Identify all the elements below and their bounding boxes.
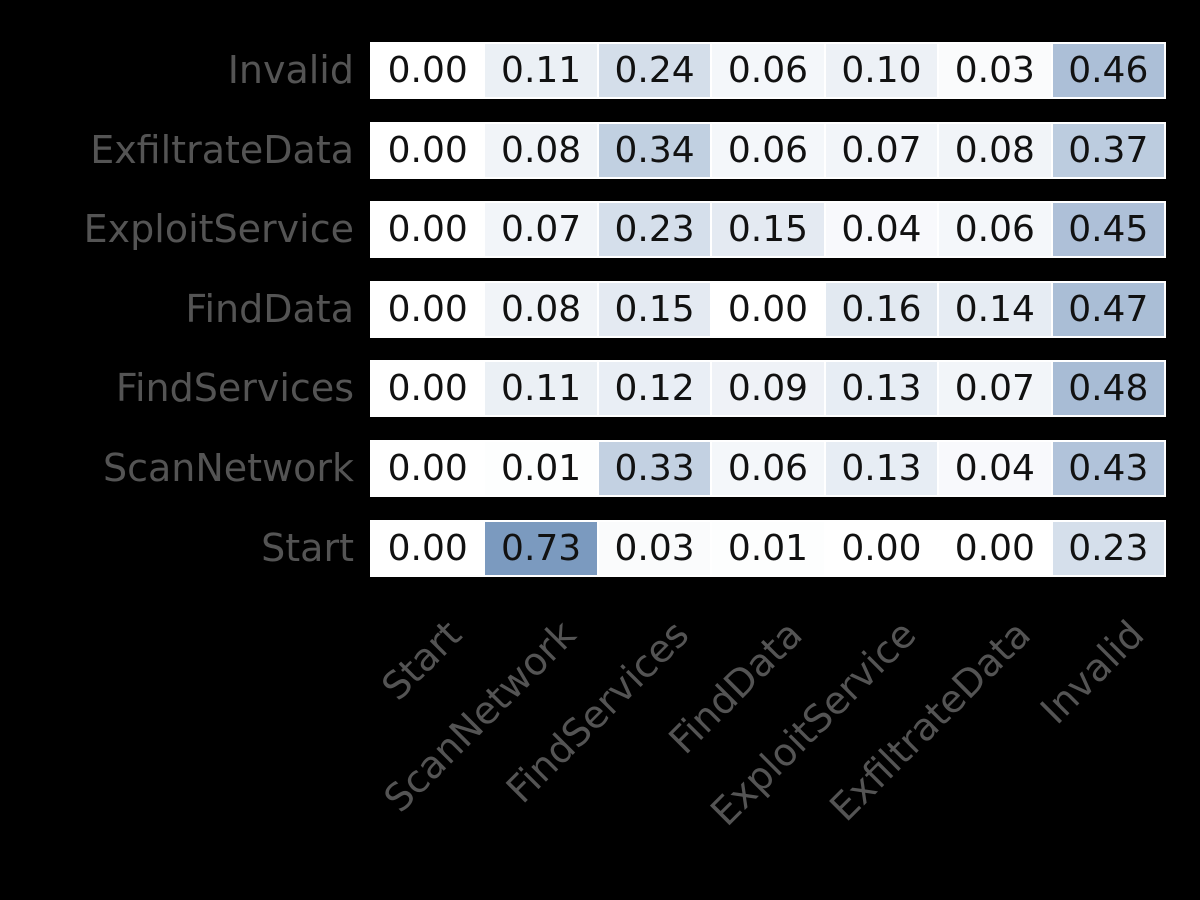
row-label: Invalid: [227, 48, 354, 92]
heatmap-cell: 0.09: [712, 362, 824, 415]
column-label: ExploitService: [702, 612, 925, 835]
heatmap-cell: 0.11: [485, 362, 597, 415]
heatmap-cell: 0.00: [372, 522, 484, 575]
heatmap-cell: 0.00: [372, 362, 484, 415]
row-label: FindData: [185, 287, 354, 331]
heatmap-cell: 0.00: [712, 283, 824, 336]
heatmap-cell: 0.73: [485, 522, 597, 575]
heatmap-cell: 0.00: [372, 44, 484, 97]
heatmap-cell: 0.45: [1052, 203, 1164, 256]
heatmap-cell: 0.11: [485, 44, 597, 97]
column-label: ExfiltrateData: [820, 612, 1039, 830]
heatmap-row: 0.00 0.11 0.24 0.06 0.10 0.03 0.46: [370, 42, 1166, 99]
heatmap-cell: 0.01: [712, 522, 824, 575]
heatmap-cell: 0.07: [939, 362, 1051, 415]
heatmap-cell: 0.08: [485, 124, 597, 177]
heatmap-cell: 0.47: [1052, 283, 1164, 336]
heatmap-cell: 0.23: [598, 203, 711, 256]
heatmap-cell: 0.15: [598, 283, 711, 336]
heatmap-cell: 0.13: [825, 362, 938, 415]
heatmap-cell: 0.06: [712, 442, 824, 495]
heatmap-cell: 0.04: [939, 442, 1051, 495]
heatmap-cell: 0.08: [485, 283, 597, 336]
heatmap-cell: 0.03: [598, 522, 711, 575]
row-label: ExploitService: [83, 207, 354, 251]
heatmap-cell: 0.00: [372, 442, 484, 495]
heatmap-cell: 0.13: [825, 442, 938, 495]
heatmap-cell: 0.00: [372, 203, 484, 256]
heatmap-cell: 0.46: [1052, 44, 1164, 97]
heatmap-cell: 0.33: [598, 442, 711, 495]
heatmap-cell: 0.12: [598, 362, 711, 415]
heatmap-cell: 0.48: [1052, 362, 1164, 415]
heatmap-cell: 0.43: [1052, 442, 1164, 495]
column-label: Invalid: [1031, 612, 1153, 733]
row-label: Start: [261, 526, 354, 570]
heatmap-cell: 0.14: [939, 283, 1051, 336]
heatmap-row: 0.00 0.11 0.12 0.09 0.13 0.07 0.48: [370, 360, 1166, 417]
heatmap-row: 0.00 0.01 0.33 0.06 0.13 0.04 0.43: [370, 440, 1166, 497]
heatmap-cell: 0.00: [825, 522, 938, 575]
heatmap-cell: 0.07: [485, 203, 597, 256]
heatmap-cell: 0.16: [825, 283, 938, 336]
heatmap-cell: 0.23: [1052, 522, 1164, 575]
heatmap-cell: 0.04: [825, 203, 938, 256]
heatmap-cell: 0.24: [598, 44, 711, 97]
heatmap-cell: 0.37: [1052, 124, 1164, 177]
heatmap-row: 0.00 0.08 0.15 0.00 0.16 0.14 0.47: [370, 281, 1166, 338]
heatmap-cell: 0.06: [939, 203, 1051, 256]
heatmap-cell: 0.34: [598, 124, 711, 177]
heatmap-cell: 0.00: [372, 283, 484, 336]
heatmap-cell: 0.03: [939, 44, 1051, 97]
heatmap-cell: 0.01: [485, 442, 597, 495]
heatmap-row: 0.00 0.08 0.34 0.06 0.07 0.08 0.37: [370, 122, 1166, 179]
heatmap-row: 0.00 0.07 0.23 0.15 0.04 0.06 0.45: [370, 201, 1166, 258]
column-label: Start: [373, 612, 470, 709]
heatmap-cell: 0.00: [939, 522, 1051, 575]
heatmap-row: 0.00 0.73 0.03 0.01 0.00 0.00 0.23: [370, 520, 1166, 577]
heatmap-cell: 0.06: [712, 124, 824, 177]
heatmap-cell: 0.15: [712, 203, 824, 256]
row-label: ScanNetwork: [102, 446, 354, 490]
heatmap-cell: 0.08: [939, 124, 1051, 177]
row-label: ExfiltrateData: [90, 128, 354, 172]
heatmap-cell: 0.06: [712, 44, 824, 97]
row-label: FindServices: [115, 366, 354, 410]
heatmap-cell: 0.00: [372, 124, 484, 177]
heatmap-cell: 0.07: [825, 124, 938, 177]
heatmap-cell: 0.10: [825, 44, 938, 97]
